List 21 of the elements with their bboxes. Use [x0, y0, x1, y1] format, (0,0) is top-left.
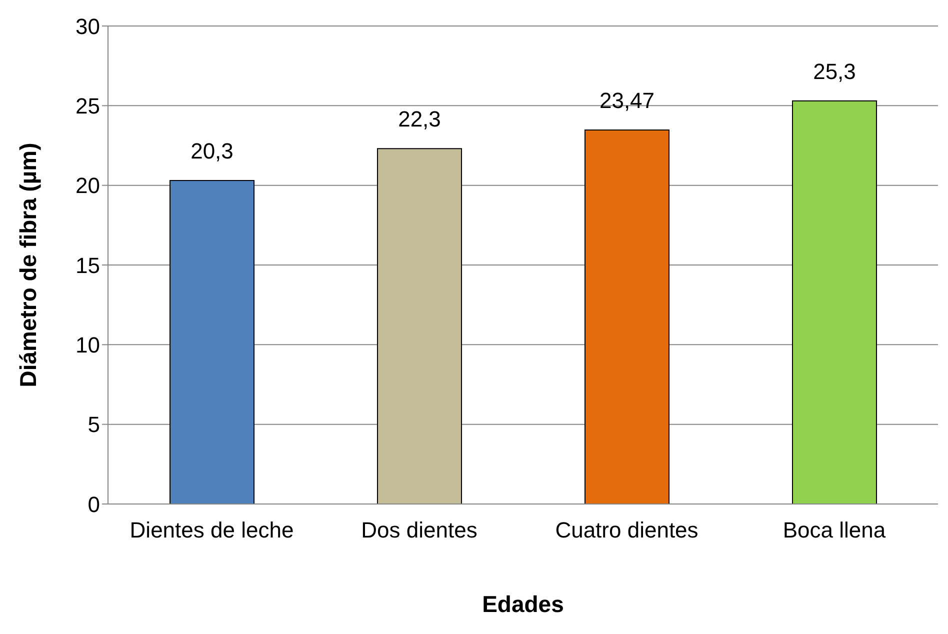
bar [170, 180, 254, 504]
y-tick-label: 25 [76, 93, 100, 118]
bar [792, 100, 877, 504]
x-tick-label: Cuatro dientes [555, 518, 698, 543]
y-tick-label: 15 [76, 252, 100, 278]
x-tick-label: Dos dientes [361, 518, 478, 543]
y-tick-label: 30 [76, 14, 100, 39]
x-tick-label: Dientes de leche [130, 518, 294, 543]
x-axis-title: Edades [482, 591, 564, 617]
data-label: 23,47 [599, 88, 655, 114]
data-label: 20,3 [190, 138, 234, 164]
y-axis-title: Diámetro de fibra (µm) [15, 142, 42, 388]
bar [377, 148, 462, 504]
data-label: 25,3 [813, 58, 856, 84]
y-tick-label: 0 [88, 492, 100, 517]
x-tick-label: Boca llena [782, 518, 886, 543]
y-tick-label: 5 [88, 412, 100, 438]
data-label: 22,3 [398, 106, 441, 132]
y-tick-label: 10 [76, 332, 100, 358]
y-tick-label: 20 [76, 173, 100, 198]
bar [584, 130, 670, 504]
